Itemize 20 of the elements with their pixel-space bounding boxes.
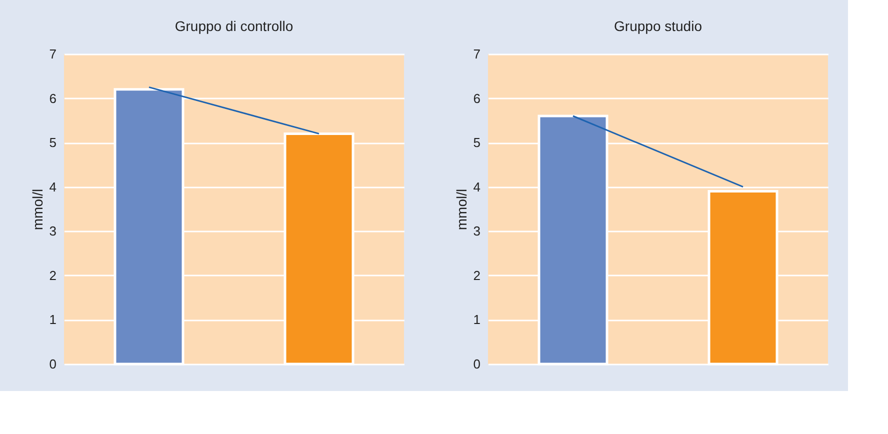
- y-axis-title: mmol/l: [29, 188, 46, 230]
- y-tick-label: 5: [473, 135, 480, 150]
- y-tick-label: 1: [49, 312, 56, 328]
- y-tick-label: 6: [473, 90, 480, 106]
- y-tick-label: 6: [49, 90, 56, 106]
- y-tick-label: 1: [473, 312, 480, 328]
- y-axis-title: mmol/l: [453, 188, 470, 230]
- y-tick-label: 4: [473, 179, 480, 194]
- y-tick-label: 7: [49, 46, 56, 62]
- y-tick-label: 4: [49, 179, 56, 194]
- y-tick-label: 5: [49, 135, 56, 150]
- y-tick-label: 3: [49, 224, 56, 239]
- chart-title: Gruppo studio: [614, 18, 702, 34]
- y-tick-label: 2: [49, 268, 56, 283]
- chart-title: Gruppo di controllo: [174, 18, 294, 34]
- y-tick-label: 0: [49, 356, 56, 372]
- y-tick-label: 0: [473, 356, 480, 372]
- y-tick-label: 7: [473, 46, 480, 62]
- y-tick-label: 2: [473, 268, 480, 283]
- y-tick-label: 3: [473, 224, 480, 239]
